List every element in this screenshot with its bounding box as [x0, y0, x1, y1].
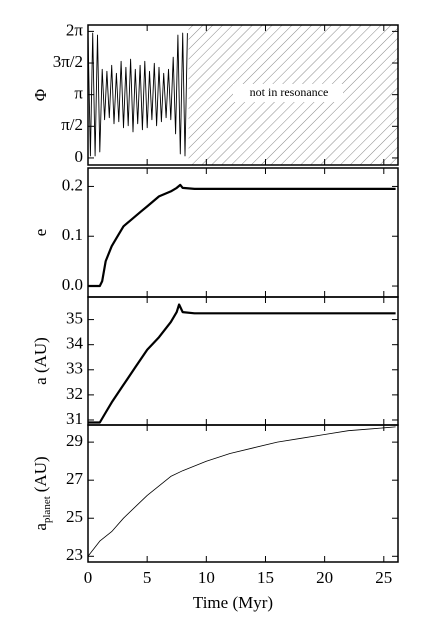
panel-frame	[87, 424, 399, 563]
y-tick-label: 0.2	[62, 175, 83, 194]
y-axis-label-main: Φ	[31, 89, 50, 101]
x-tick-label: 0	[84, 568, 93, 587]
y-tick-label: 29	[66, 431, 83, 450]
y-tick-label: 0	[75, 147, 84, 166]
y-axis-label-unit: (AU)	[31, 456, 50, 492]
y-tick-label: 25	[66, 507, 83, 526]
data-line	[88, 303, 396, 424]
y-tick-label: 35	[66, 308, 83, 327]
x-tick-label: 20	[316, 568, 333, 587]
y-tick-label: 23	[66, 545, 83, 564]
y-axis-label: a (AU)	[31, 337, 50, 385]
x-tick-label: 5	[143, 568, 152, 587]
y-tick-label: 32	[66, 384, 83, 403]
y-tick-label: π	[74, 84, 83, 103]
panel-frame	[87, 167, 399, 298]
y-tick-label: 27	[66, 469, 84, 488]
annotation-bg	[233, 84, 343, 102]
y-tick-label: 0.1	[62, 225, 83, 244]
y-axis-label: aplanet (AU)	[31, 456, 53, 530]
y-tick-label: 33	[66, 359, 83, 378]
y-axis-label-sub: planet	[41, 496, 53, 523]
x-tick-label: 25	[375, 568, 392, 587]
x-axis-label: Time (Myr)	[193, 593, 273, 612]
y-tick-label: 3π/2	[53, 52, 83, 71]
data-line	[87, 426, 396, 557]
x-tick-label: 10	[198, 568, 215, 587]
panel-frame	[87, 296, 399, 426]
y-tick-label: 34	[66, 334, 84, 353]
y-axis-label-main: a	[31, 523, 50, 531]
y-tick-label: 0.0	[62, 275, 83, 294]
y-axis-label: e	[31, 229, 50, 237]
y-tick-label: 2π	[66, 20, 84, 39]
y-axis-label: Φ	[31, 89, 50, 101]
y-axis-label-main: a (AU)	[31, 337, 50, 385]
annotation: not in resonance	[250, 85, 329, 99]
data-line	[87, 32, 188, 157]
y-tick-label: π/2	[61, 115, 83, 134]
data-line	[88, 183, 396, 288]
y-tick-label: 31	[66, 409, 83, 428]
y-axis-label-main: e	[31, 229, 50, 237]
x-tick-label: 15	[257, 568, 274, 587]
